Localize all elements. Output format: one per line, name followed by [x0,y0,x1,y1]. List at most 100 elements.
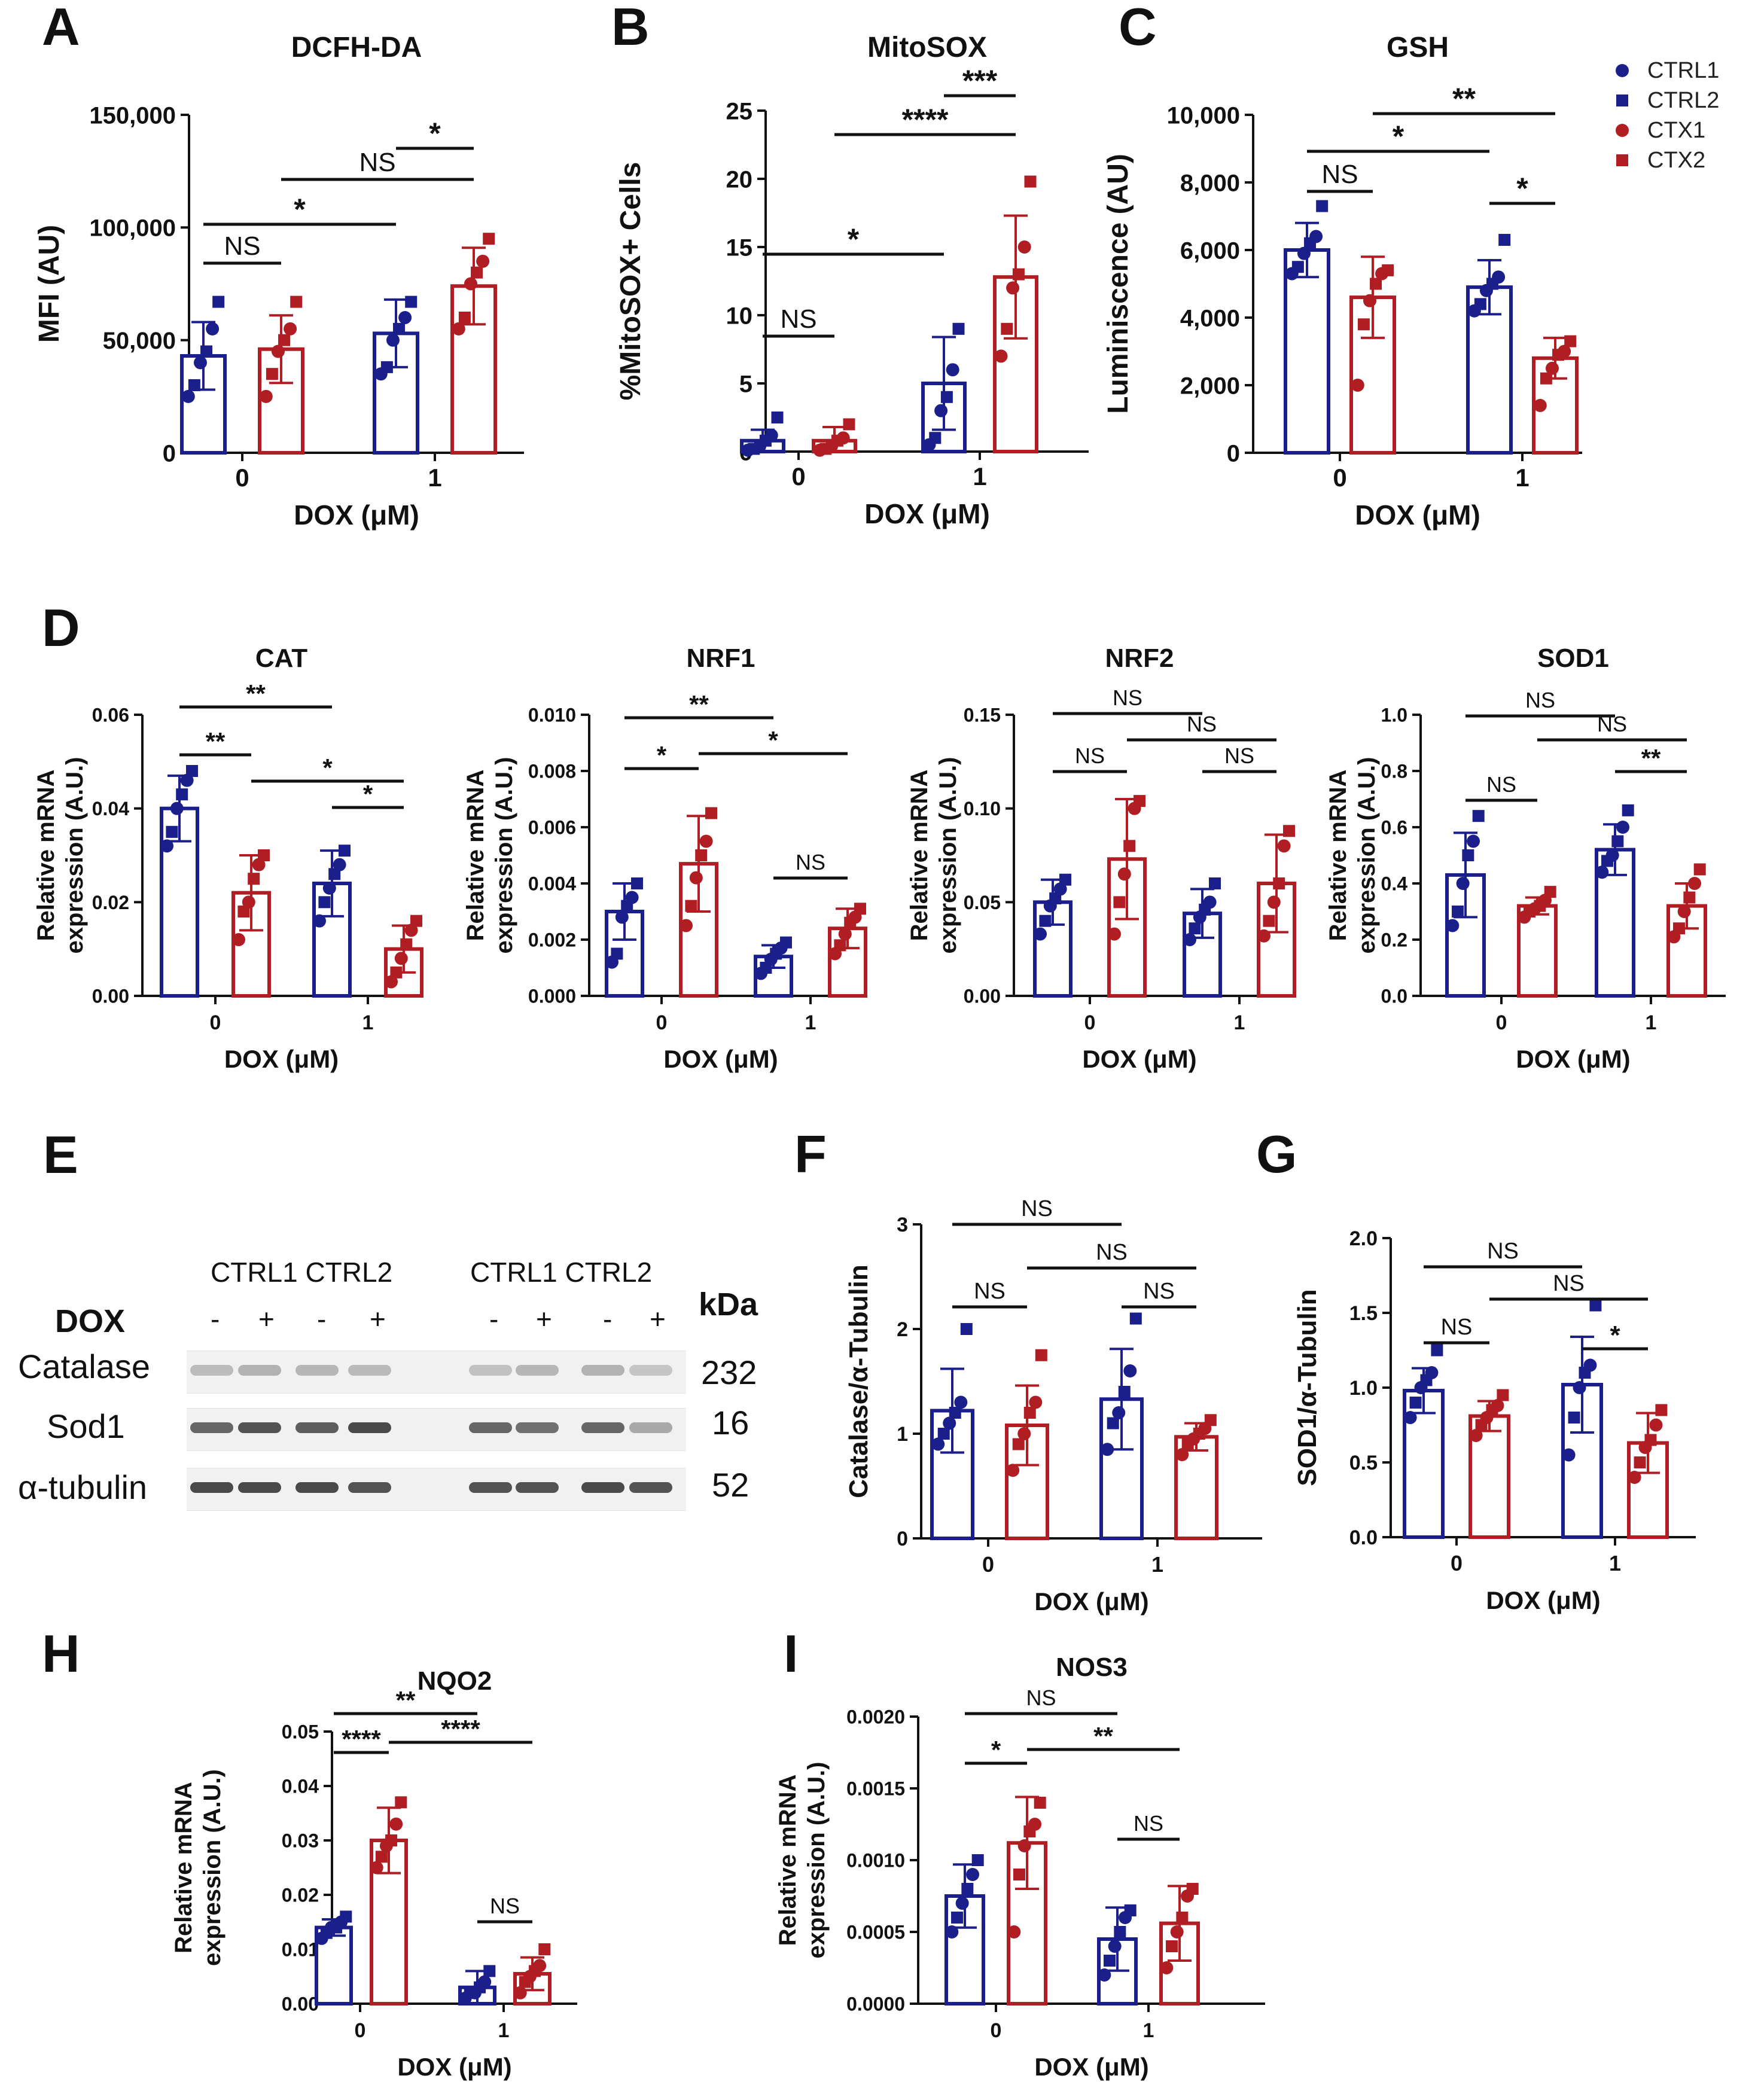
significance-label: NS [1321,160,1358,189]
data-point [952,322,965,335]
data-point [271,345,285,358]
data-point [1006,1464,1020,1477]
significance-label: NS [490,1894,520,1918]
x-tick-label: 0 [1333,464,1346,492]
x-tick-label: 1 [428,464,441,492]
data-point [949,1407,961,1419]
data-point [1118,1386,1131,1398]
data-point [611,947,623,960]
lane-sign: + [536,1303,552,1334]
y-tick-label: 0.00 [92,986,129,1007]
blot-band [238,1482,281,1493]
data-point [838,927,852,941]
data-point [404,923,418,937]
lane-sign: + [650,1303,666,1334]
y-tick-label: 6,000 [1180,237,1240,264]
data-point [1683,891,1696,904]
data-point [764,428,778,442]
data-point [1462,849,1474,861]
data-point [464,277,477,291]
data-point [1024,175,1037,188]
y-tick-label: 0.010 [528,705,576,726]
blot-band [629,1422,672,1433]
significance-label: * [1516,172,1528,205]
data-point [1456,877,1470,890]
data-point [1101,1443,1114,1456]
data-point [258,849,270,861]
significance-label: * [1610,1321,1620,1350]
data-point [1186,1883,1199,1895]
data-point [1209,877,1221,889]
data-point [1316,200,1329,212]
y-tick-label: 0.8 [1381,761,1407,782]
x-tick-label: 0 [1496,1011,1507,1034]
blot-band [629,1482,672,1493]
data-point [1467,834,1480,848]
x-tick-label: 0 [656,1011,668,1034]
data-point [471,266,483,279]
y-axis-label: expression (A.U.) [199,1769,226,1966]
data-point [385,975,398,989]
y-axis-label: expression (A.U.) [1354,757,1380,954]
x-tick-label: 1 [805,1011,816,1034]
significance-label: * [363,780,373,808]
y-tick-label: 10 [726,303,753,329]
chart-gsh: C GSH 0 2,000 4,000 6,000 8,000 10,000 Luminisce… [1102,0,1582,531]
data-point [1028,1818,1042,1831]
data-point [1001,322,1013,335]
data-point [1189,922,1201,935]
y-tick-label: 0.2 [1381,929,1407,951]
y-tick-label: 10,000 [1167,102,1240,129]
data-point [1183,933,1196,946]
data-point [170,801,184,815]
data-point [940,391,953,403]
panel-letter: I [784,1624,798,1683]
data-point [1469,1429,1483,1442]
data-point [834,939,846,952]
y-tick-label: 0.006 [528,817,576,839]
blot-band [516,1422,559,1433]
data-point [1017,240,1031,254]
data-point [400,938,413,950]
data-point [1605,849,1619,862]
x-axis-label: DOX (μM) [1486,1586,1600,1614]
data-point [340,1910,352,1923]
blot-band [190,1365,233,1376]
data-point [1357,318,1370,331]
protein-label: α-tubulin [18,1468,148,1506]
y-tick-label: 2.0 [1349,1227,1378,1250]
significance-label: ** [1641,744,1661,772]
significance-label: NS [1441,1315,1473,1340]
blot-band [295,1422,339,1433]
data-point [248,873,260,885]
protein-label: Sod1 [47,1407,125,1445]
data-point [284,322,297,336]
y-tick-label: 1 [897,1423,908,1446]
x-tick-label: 0 [991,2019,1002,2042]
lane-group-label: CTRL1 CTRL2 [211,1257,393,1288]
y-tick-label: 0.5 [1349,1452,1378,1474]
chart-title: DCFH-DA [291,32,422,63]
square-marker-icon [1616,95,1628,106]
data-point [1123,840,1136,852]
lane-sign: - [489,1303,499,1334]
data-point [1649,1418,1663,1432]
data-point [950,1912,963,1924]
data-point [929,432,942,444]
blot-band [295,1482,339,1493]
data-point [193,356,207,370]
y-tick-label: 2,000 [1180,373,1240,399]
data-point [252,858,266,871]
data-point [380,361,393,373]
data-point [1283,825,1295,837]
blot-band [348,1365,391,1376]
y-axis-label: Relative mRNA [906,770,933,941]
data-point [1103,1955,1116,1967]
data-point [1124,1904,1137,1916]
data-point [680,919,693,932]
y-axis-label: Luminiscence (AU) [1102,154,1134,414]
y-axis-label: Relative mRNA [1325,770,1351,941]
data-point [232,933,245,946]
